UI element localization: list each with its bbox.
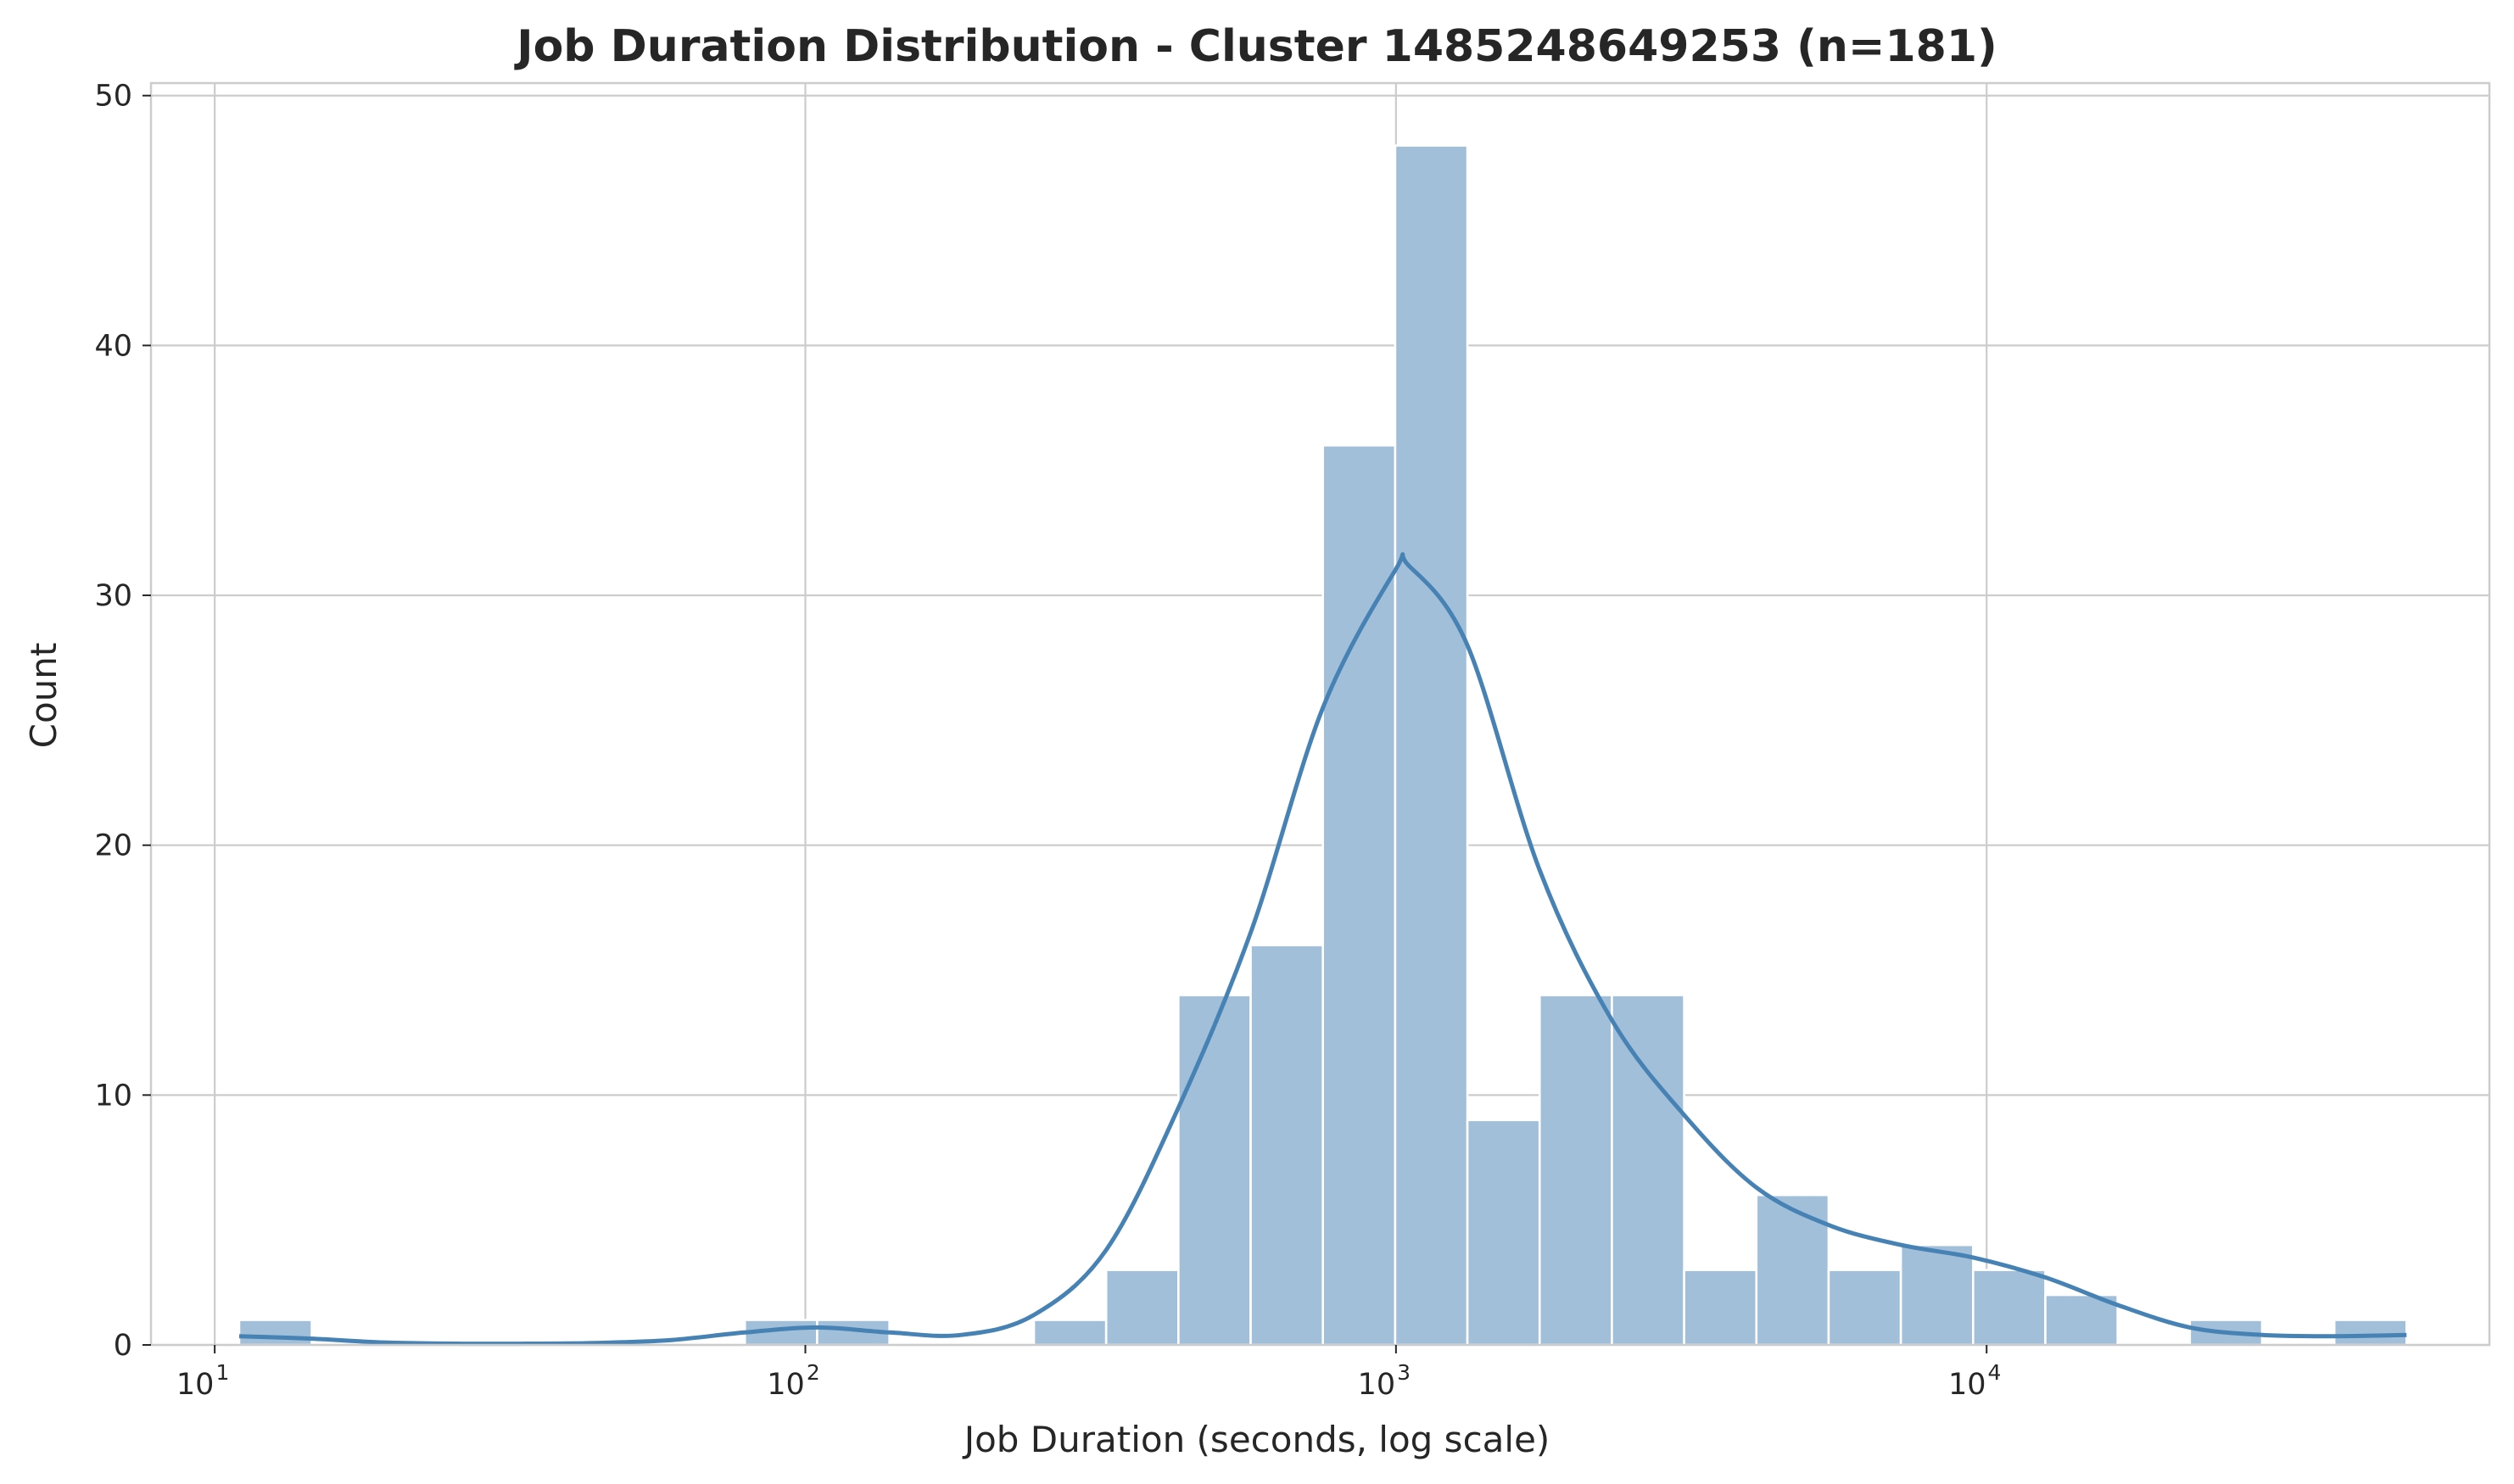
histogram-bar <box>1899 1243 1975 1347</box>
bars-layer <box>237 144 2408 1347</box>
histogram-bar <box>1104 1269 1180 1347</box>
histogram-bar <box>1827 1269 1902 1347</box>
histogram-bar <box>237 1319 313 1347</box>
x-tick-label: 102 <box>767 1360 819 1402</box>
histogram-bar <box>1755 1193 1830 1347</box>
histogram-bar <box>1249 944 1325 1347</box>
y-tick-label: 20 <box>94 829 132 863</box>
histogram-bar <box>2332 1319 2408 1347</box>
ticks-layer: 0 10 20 30 40 50 101 102 103 104 <box>94 80 2001 1402</box>
histogram-bar <box>1032 1319 1108 1347</box>
x-axis-label: Job Duration (seconds, log scale) <box>962 1419 1550 1460</box>
chart-title: Job Duration Distribution - Cluster 1485… <box>514 21 1997 72</box>
kde-line <box>238 552 2407 1347</box>
histogram-bar <box>1177 994 1252 1347</box>
x-tick-label: 101 <box>176 1360 229 1402</box>
y-tick-label: 30 <box>94 579 132 613</box>
y-tick-label: 0 <box>114 1329 132 1363</box>
y-axis-label: Count <box>23 643 64 749</box>
histogram-bar <box>1321 444 1397 1347</box>
histogram-bar <box>1972 1269 2047 1347</box>
x-tick-label: 103 <box>1358 1360 1411 1402</box>
y-tick-label: 40 <box>94 329 132 363</box>
y-tick-label: 50 <box>94 80 132 114</box>
histogram-bar <box>1611 994 1685 1347</box>
histogram-bar <box>1683 1269 1758 1347</box>
plot-frame <box>149 81 2491 1347</box>
histogram-bar <box>1466 1119 1541 1347</box>
x-tick-label: 104 <box>1948 1360 2001 1402</box>
histogram-bar <box>1538 994 1613 1347</box>
histogram-bar <box>1394 144 1469 1347</box>
grid-layer <box>151 83 2489 1347</box>
y-tick-label: 10 <box>94 1079 132 1113</box>
